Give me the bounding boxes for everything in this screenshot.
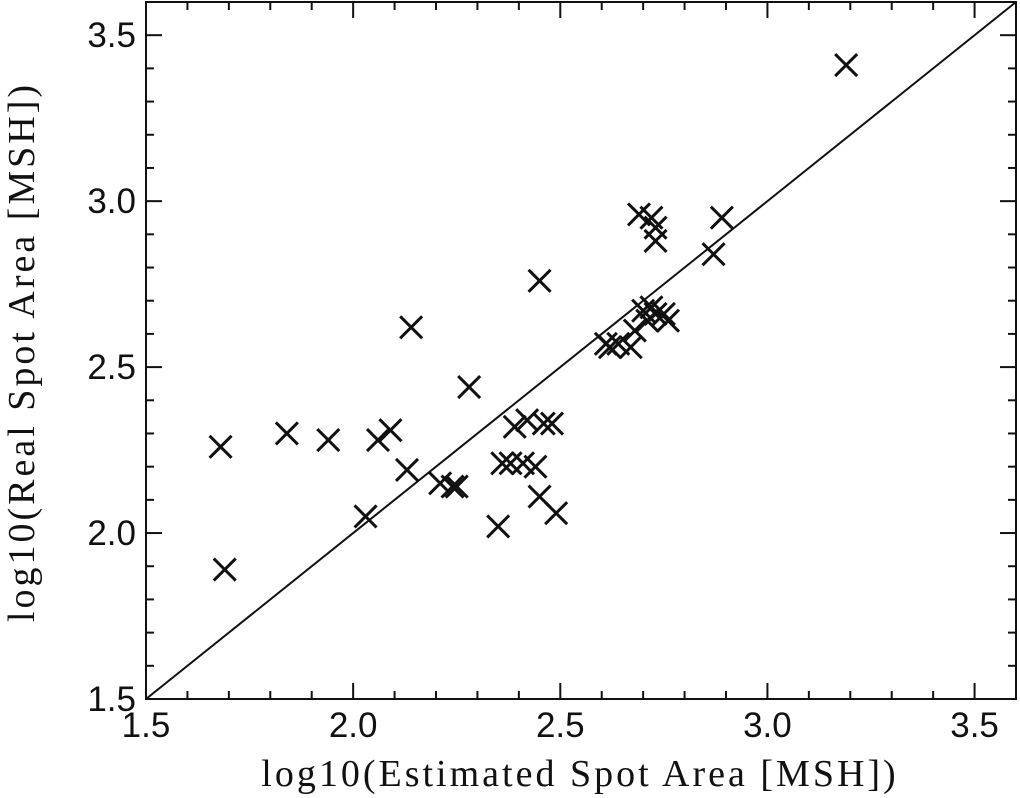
data-point [618,335,643,360]
marker-stroke [651,301,676,327]
marker-stroke [316,428,341,453]
marker-stroke [701,242,726,267]
data-points [208,53,859,582]
marker-stroke [531,411,556,436]
data-point [643,228,668,254]
data-point [399,315,424,340]
data-point [274,421,299,446]
plot-frame [145,1,1017,700]
y-tick-label: 3.0 [87,182,136,221]
marker-stroke [643,301,668,327]
marker-stroke [834,53,859,78]
y-tick-label: 2.0 [87,514,136,553]
marker-stroke [597,335,623,360]
marker-stroke [353,504,378,529]
marker-stroke [490,451,515,476]
data-point [544,501,569,526]
data-point [498,451,523,476]
data-point [502,414,527,439]
marker-stroke [523,454,548,479]
marker-stroke [618,335,643,360]
data-point [701,242,726,267]
y-tick-label: 3.5 [87,16,136,55]
data-point [486,514,511,539]
marker-stroke [208,434,233,459]
marker-stroke [274,421,299,446]
data-point [444,474,469,499]
data-point [834,53,859,78]
data-point [316,428,341,453]
identity-line [145,1,1017,700]
data-point [531,411,556,436]
marker-stroke [631,298,656,323]
y-axis-title: log10(Real Spot Area [MSH]) [1,82,43,622]
marker-stroke [502,414,527,439]
marker-stroke [457,374,482,400]
data-point [655,308,681,333]
x-tick-label: 2.5 [536,706,585,745]
data-point [353,504,378,529]
marker-stroke [655,308,681,333]
x-tick-label: 3.5 [950,706,999,745]
data-point [212,557,237,582]
y-tick-labels: 1.5 2.0 2.5 3.0 3.5 [87,16,136,719]
data-point [639,295,664,320]
data-point [523,454,548,479]
marker-stroke [440,474,465,499]
marker-stroke [639,295,664,320]
marker-stroke [709,205,734,230]
marker-stroke [643,228,668,254]
marker-stroke [510,451,536,476]
marker-stroke [212,557,237,582]
marker-stroke [544,501,569,526]
marker-stroke [539,411,565,436]
marker-stroke [527,484,552,509]
marker-stroke [365,428,391,453]
marker-stroke [606,331,631,356]
x-tick-labels: 1.5 2.0 2.5 3.0 3.5 [122,706,999,745]
marker-stroke [486,514,511,539]
data-point [622,318,647,343]
data-point [709,205,734,230]
data-point [597,335,623,360]
data-point [457,374,482,400]
data-point [365,428,391,453]
marker-stroke [378,418,403,443]
data-point [208,434,233,459]
data-point [651,301,676,327]
data-point [539,411,565,436]
reference-line-layer [145,1,1017,700]
y-tick-label: 1.5 [87,680,136,719]
data-point [490,451,515,476]
data-point [394,457,420,483]
marker-stroke [444,474,469,499]
axis-ticks [145,1,1017,700]
x-axis-title: log10(Estimated Spot Area [MSH]) [261,753,898,795]
marker-stroke [622,318,647,343]
data-point [440,474,465,499]
marker-stroke [498,451,523,476]
data-point [527,268,552,293]
x-tick-label: 1.5 [122,706,171,745]
marker-stroke [399,315,424,340]
marker-stroke [527,268,552,293]
data-point [643,301,668,327]
marker-stroke [626,202,652,227]
x-tick-label: 2.0 [329,706,378,745]
data-point [378,418,403,443]
marker-stroke [394,457,420,483]
x-tick-label: 3.0 [743,706,792,745]
marker-stroke [639,205,664,230]
y-tick-label: 2.5 [87,348,136,387]
